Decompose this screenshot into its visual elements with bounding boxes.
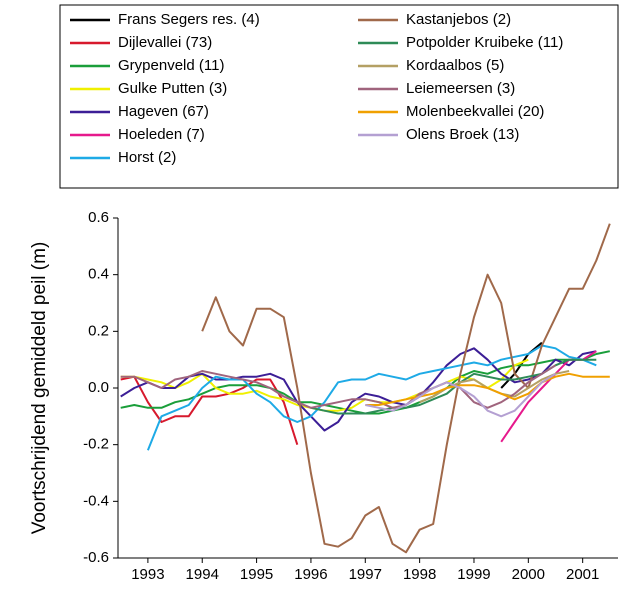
legend-label: Kastanjebos (2) [406, 11, 511, 28]
y-tick-label: 0.6 [88, 209, 109, 226]
legend-label: Hoeleden (7) [118, 126, 205, 143]
x-tick-label: 1994 [186, 566, 219, 583]
series-line [500, 341, 543, 389]
x-tick-label: 1999 [457, 566, 490, 583]
y-tick-label: -0.2 [83, 436, 109, 453]
legend-label: Leiemeersen (3) [406, 80, 515, 97]
y-tick-label: 0.4 [88, 266, 109, 283]
series-line [419, 370, 570, 404]
legend-label: Frans Segers res. (4) [118, 11, 260, 28]
x-tick-label: 1993 [131, 566, 164, 583]
y-tick-label: 0.0 [88, 379, 109, 396]
legend-label: Hageven (67) [118, 103, 209, 120]
y-tick-label: 0.2 [88, 322, 109, 339]
legend-box [59, 4, 619, 189]
y-axis-label: Voortschrijdend gemiddeld peil (m) [29, 242, 50, 535]
y-tick-label: -0.6 [83, 549, 109, 566]
x-tick-label: 2001 [566, 566, 599, 583]
legend-label: Dijlevallei (73) [118, 34, 212, 51]
x-tick-label: 1995 [240, 566, 273, 583]
legend-label: Kordaalbos (5) [406, 57, 504, 74]
legend-label: Gulke Putten (3) [118, 80, 227, 97]
series-line [365, 372, 610, 406]
x-tick-label: 1997 [349, 566, 382, 583]
legend-label: Grypenveld (11) [118, 57, 224, 74]
x-tick-label: 1998 [403, 566, 436, 583]
series-line [120, 375, 299, 446]
x-tick-label: 2000 [512, 566, 545, 583]
x-tick-label: 1996 [294, 566, 327, 583]
series-line [201, 223, 611, 554]
series-line [365, 372, 557, 418]
y-tick-label: -0.4 [83, 492, 109, 509]
legend-label: Molenbeekvallei (20) [406, 103, 544, 120]
legend-label: Horst (2) [118, 149, 176, 166]
legend-label: Olens Broek (13) [406, 126, 519, 143]
series-line [120, 347, 597, 432]
legend-label: Potpolder Kruibeke (11) [406, 34, 563, 51]
series-line [146, 344, 597, 451]
